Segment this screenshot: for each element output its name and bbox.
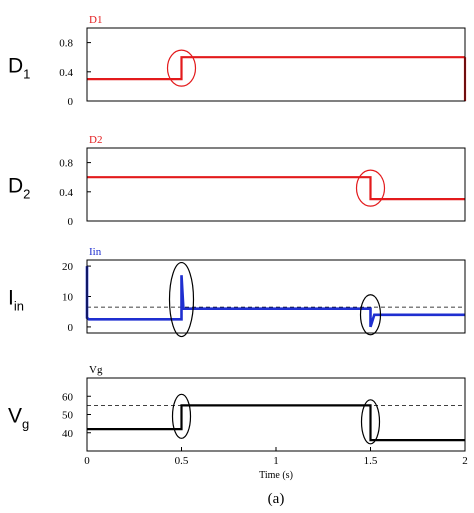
row-label-main: D — [8, 55, 23, 78]
figure-caption: (a) — [268, 491, 285, 507]
x-tick-label: 2 — [462, 455, 468, 467]
row-label-sub: 1 — [23, 67, 30, 82]
row-label-sub: g — [22, 417, 29, 432]
panel-title: Iin — [89, 246, 102, 258]
series-line — [85, 266, 465, 328]
annotation-ellipse — [166, 49, 197, 87]
y-tick-label: 0 — [68, 96, 74, 108]
y-tick-label: 10 — [62, 292, 74, 304]
y-tick-label: 0.8 — [59, 158, 73, 170]
x-tick-label: 1 — [273, 455, 279, 467]
annotation-ellipse — [168, 261, 195, 338]
x-axis-label: Time (s) — [259, 470, 293, 481]
panel-frame — [86, 147, 466, 222]
series-line — [87, 404, 465, 442]
y-tick-label: 20 — [62, 261, 74, 273]
series-line — [87, 176, 465, 201]
y-tick-label: 0 — [68, 216, 74, 228]
y-tick-label: 0 — [68, 322, 74, 334]
x-tick-label: 1.5 — [364, 455, 378, 467]
row-label-main: V — [8, 405, 22, 428]
annotation-ellipse — [171, 393, 192, 439]
annotation-ellipse — [355, 169, 386, 207]
y-tick-label: 40 — [62, 428, 74, 440]
panel-title: D2 — [89, 134, 102, 146]
panel-frame — [86, 259, 466, 334]
y-tick-label: 50 — [62, 410, 74, 422]
panel-title: Vg — [89, 364, 103, 376]
row-label-sub: in — [14, 299, 24, 314]
row-label-main: D — [8, 175, 23, 198]
series-line — [87, 56, 465, 81]
row-label: D2 — [8, 175, 30, 202]
row-label: Iin — [8, 287, 24, 314]
x-tick-label: 0.5 — [175, 455, 189, 467]
y-tick-label: 0.4 — [59, 187, 73, 199]
y-tick-label: 0.4 — [59, 67, 73, 79]
y-tick-label: 60 — [62, 391, 74, 403]
panel-title: D1 — [89, 14, 102, 26]
row-label-sub: 2 — [23, 187, 30, 202]
row-label: Vg — [8, 405, 29, 432]
x-tick-label: 0 — [84, 455, 90, 467]
y-tick-label: 0.8 — [59, 38, 73, 50]
row-label: D1 — [8, 55, 30, 82]
annotation-ellipse — [359, 294, 382, 336]
panel-frame — [86, 27, 466, 102]
annotation-ellipse — [360, 399, 381, 445]
row-label-main: I — [8, 287, 14, 310]
